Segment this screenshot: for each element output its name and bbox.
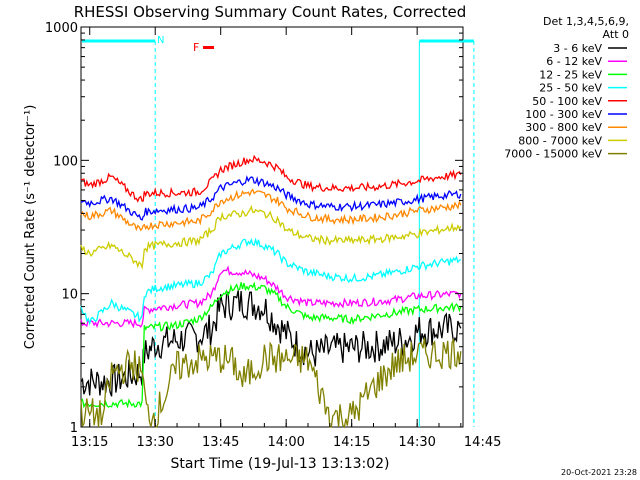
x-tick-label: 14:15 [333,435,370,450]
series-line-3-6-kev [80,290,462,397]
footer-date: 20-Oct-2021 23:28 [561,468,637,477]
series-line-7000-15000-kev [80,337,462,429]
flag-F-bar [203,46,214,49]
flag-N-label: N [157,35,164,46]
chart-title: RHESSI Observing Summary Count Rates, Co… [74,3,467,21]
legend-header-line-1: Det 1,3,4,5,6,9, [543,15,629,28]
x-axis-label: Start Time (19-Jul-13 13:13:02) [170,456,389,472]
axes-layer: 1 10 100 1000 13:15 13:30 13:45 14:00 14:15 14:30… [45,21,501,450]
legend-label: 3 - 6 keV [553,42,602,55]
series-line-25-50-kev [80,237,462,326]
legend-header-line-2: Att 0 [603,28,629,41]
x-tick-label: 14:45 [464,435,501,450]
y-tick-label: 100 [53,154,78,169]
x-tick-label: 13:45 [202,435,239,450]
plot-frame [80,26,464,428]
legend-label: 12 - 25 keV [539,68,602,81]
flag-F-label: F [193,41,199,54]
series-line-12-25-kev [80,281,462,409]
series-line-100-300-kev [80,175,462,221]
series-line-300-800-kev [80,188,462,232]
y-tick-label: 1 [70,421,78,436]
x-tick-label: 14:00 [267,435,304,450]
y-tick-label: 10 [61,288,78,303]
legend-label: 6 - 12 keV [546,55,602,68]
legend-label: 300 - 800 keV [525,121,602,134]
legend-label: 800 - 7000 keV [518,134,602,147]
legend-label: 25 - 50 keV [539,82,602,95]
y-tick-label: 1000 [45,21,78,36]
series-line-50-100-kev [80,154,462,203]
legend-label: 100 - 300 keV [525,108,602,121]
legend-label: 50 - 100 keV [532,95,602,108]
x-tick-label: 13:30 [136,435,173,450]
x-tick-label: 13:15 [71,435,108,450]
x-tick-label: 14:30 [398,435,435,450]
plot-area [80,26,464,428]
legend-label: 7000 - 15000 keV [504,148,602,161]
series-line-6-12-kev [80,265,462,329]
series-layer [80,154,462,429]
series-line-800-7000-kev [80,204,462,270]
flag-layer: N F [157,35,214,54]
y-axis-label: Corrected Count Rate (s⁻¹ detector⁻¹) [23,105,38,350]
